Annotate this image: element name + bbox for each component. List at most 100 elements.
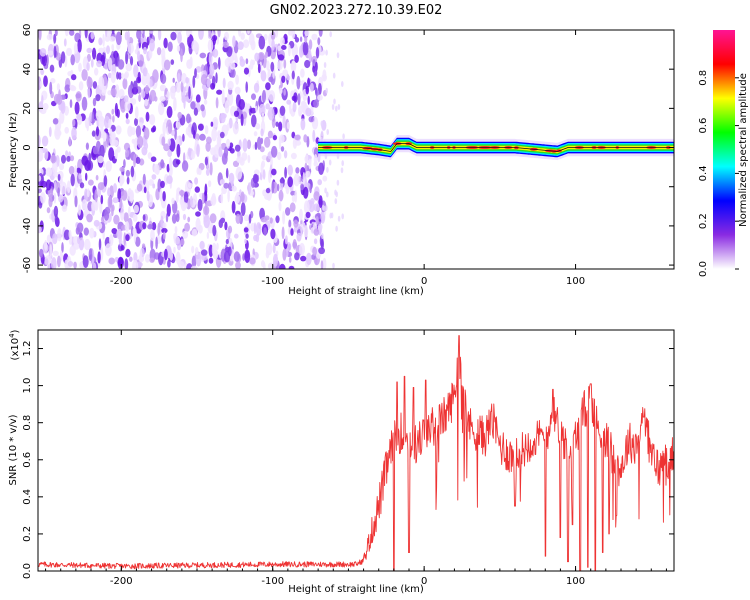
noise-cell	[163, 59, 171, 71]
noise-cell	[64, 30, 69, 37]
noise-cell	[103, 210, 110, 221]
noise-cell	[56, 94, 63, 105]
noise-cell	[313, 99, 319, 108]
noise-cell	[177, 261, 185, 269]
y-tick-label: -60	[22, 257, 33, 273]
noise-cell	[293, 226, 298, 233]
noise-cell	[102, 131, 107, 142]
noise-cell	[170, 31, 177, 41]
noise-cell	[335, 105, 338, 112]
noise-cell	[133, 204, 139, 214]
noise-cell	[78, 173, 82, 180]
noise-cell	[234, 86, 241, 95]
noise-cell	[174, 226, 178, 234]
noise-cell	[220, 192, 224, 204]
noise-cell	[325, 205, 328, 211]
noise-cell	[283, 150, 288, 159]
noise-cell	[326, 129, 330, 135]
noise-cell	[98, 76, 105, 90]
spectrogram-y-ticks: -60 -40 -20 0 20 40 60	[22, 24, 674, 273]
noise-cell	[73, 261, 77, 269]
noise-cell	[175, 81, 182, 93]
noise-cell	[114, 53, 118, 67]
noise-cell	[271, 39, 275, 51]
noise-cell	[95, 94, 101, 102]
noise-cell	[246, 139, 252, 150]
noise-cell	[61, 204, 68, 212]
noise-cell	[161, 227, 168, 234]
noise-cell	[47, 50, 54, 56]
noise-cell	[92, 97, 97, 107]
noise-cell	[210, 195, 217, 206]
noise-cell	[135, 236, 141, 247]
noise-cell	[201, 253, 208, 261]
noise-cell	[278, 201, 282, 212]
noise-cell	[309, 184, 312, 194]
noise-cell	[245, 81, 248, 93]
noise-cell	[121, 72, 124, 79]
noise-cell	[313, 191, 320, 201]
noise-cell	[274, 30, 279, 38]
noise-cell	[235, 166, 243, 180]
noise-cell	[56, 83, 61, 91]
noise-cell	[136, 183, 143, 192]
noise-cell	[264, 194, 271, 200]
noise-cell	[166, 175, 173, 185]
noise-cell	[93, 219, 100, 227]
noise-cell	[255, 123, 261, 130]
noise-cell	[141, 73, 148, 86]
noise-cell	[270, 228, 276, 240]
noise-cell	[190, 101, 196, 110]
noise-cell	[194, 68, 197, 79]
noise-cell	[245, 58, 249, 65]
noise-cell	[231, 200, 236, 214]
noise-cell	[288, 44, 291, 57]
noise-cell	[321, 233, 324, 240]
noise-cell	[277, 60, 283, 71]
noise-cell	[221, 89, 225, 103]
noise-cell	[176, 241, 182, 251]
noise-cell	[315, 216, 319, 225]
noise-cell	[311, 33, 318, 41]
noise-cell	[53, 205, 59, 218]
noise-cell	[253, 131, 258, 137]
noise-cell	[115, 31, 122, 46]
noise-cell	[54, 30, 58, 37]
colorbar-tick-label: 0.8	[698, 70, 709, 86]
noise-cell	[50, 78, 56, 84]
noise-cell	[305, 252, 312, 265]
noise-cell	[256, 136, 262, 150]
noise-cell	[319, 223, 323, 230]
noise-cell	[68, 229, 72, 239]
noise-cell	[134, 118, 138, 126]
noise-cell	[294, 140, 302, 146]
noise-cell	[182, 213, 187, 221]
noise-cell	[92, 81, 98, 89]
noise-cell	[341, 81, 344, 87]
noise-cell	[310, 198, 315, 204]
noise-cell	[325, 87, 329, 94]
noise-cell	[53, 33, 57, 44]
noise-cell	[44, 258, 49, 266]
colorbar: 0.0 0.2 0.4 0.6 0.8 Normalized spectral ampl…	[698, 30, 749, 277]
noise-cell	[79, 182, 85, 189]
noise-cell	[255, 105, 258, 113]
noise-cell	[66, 47, 72, 57]
noise-cell	[75, 91, 82, 102]
noise-cell	[268, 76, 274, 83]
noise-cell	[177, 31, 182, 44]
noise-cell	[288, 265, 295, 269]
noise-cell	[242, 138, 248, 152]
noise-cell	[81, 68, 88, 81]
noise-cell	[117, 256, 124, 269]
noise-cell	[111, 205, 114, 217]
noise-cell	[135, 106, 139, 119]
noise-cell	[71, 74, 77, 81]
noise-cell	[86, 188, 90, 198]
noise-cell	[179, 190, 185, 196]
noise-cell	[198, 123, 204, 131]
noise-cell	[97, 251, 101, 264]
noise-cell	[71, 126, 77, 140]
noise-cell	[113, 214, 120, 225]
